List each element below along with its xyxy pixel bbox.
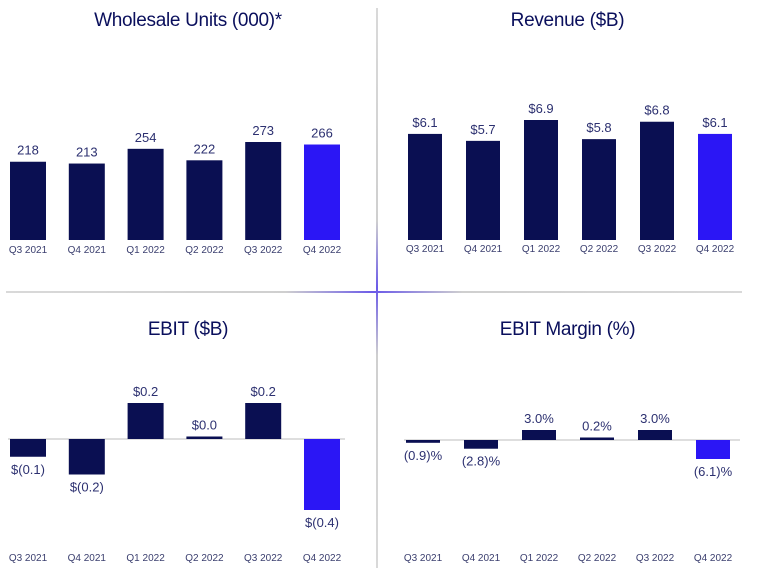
- tick-label: Q2 2022: [580, 244, 619, 255]
- revenue-title: Revenue ($B): [510, 10, 625, 31]
- tick-label: Q4 2022: [694, 553, 733, 564]
- ebit-title: EBIT ($B): [147, 319, 229, 340]
- value-label: 273: [252, 123, 274, 138]
- bar-q3-2022: [638, 430, 672, 440]
- bar-q2-2022: [582, 139, 616, 240]
- bar-q3-2021: [408, 133, 442, 240]
- value-label: 0.2%: [582, 419, 612, 434]
- tick-label: Q4 2021: [68, 245, 107, 256]
- bar-q3-2021: [406, 440, 440, 443]
- value-label: 266: [311, 126, 333, 141]
- value-label: $6.8: [644, 103, 669, 118]
- bar-q2-2022: [580, 437, 614, 440]
- vertical-divider: [376, 8, 378, 568]
- tick-label: Q1 2022: [520, 553, 559, 564]
- bar-q4-2022: [304, 439, 340, 510]
- value-label: $0.0: [192, 418, 217, 433]
- revenue-chart: $6.1 Q3 2021 $5.7 Q4 2021 $6.9 Q1 2022 $5.8 Q2 …: [406, 101, 735, 255]
- tick-label: Q2 2022: [185, 245, 224, 256]
- value-label: 222: [194, 141, 216, 156]
- value-label: (0.9)%: [404, 448, 443, 463]
- bar-q1-2022: [524, 120, 558, 240]
- tick-label: Q3 2022: [636, 553, 675, 564]
- bar-q4-2022: [696, 440, 730, 459]
- tick-label: Q4 2021: [68, 553, 107, 564]
- bar-q4-2021: [68, 439, 105, 475]
- wholesale-units-panel: Wholesale Units (000)* 218 Q3 2021 213 Q4 2…: [0, 0, 376, 291]
- tick-label: Q1 2022: [126, 553, 165, 564]
- value-label: $5.8: [586, 120, 611, 135]
- bar-q3-2021: [10, 161, 46, 240]
- ebit-chart: $(0.1) Q3 2021 $(0.2) Q4 2021 $0.2 Q1 2022 $0.…: [8, 384, 345, 564]
- value-label: $(0.2): [70, 480, 104, 495]
- value-label: (2.8)%: [462, 454, 501, 469]
- bar-q1-2022: [522, 430, 556, 440]
- tick-label: Q3 2021: [9, 245, 48, 256]
- tick-label: Q4 2022: [303, 245, 342, 256]
- tick-label: Q4 2021: [464, 244, 503, 255]
- value-label: $(0.4): [305, 515, 339, 530]
- tick-label: Q3 2022: [244, 245, 283, 256]
- tick-label: Q3 2022: [244, 553, 283, 564]
- value-label: 3.0%: [524, 411, 554, 426]
- ebit-margin-panel: EBIT Margin (%) (0.9)% Q3 2021 (2.8)% Q4 20…: [378, 293, 757, 576]
- revenue-panel: Revenue ($B) $6.1 Q3 2021 $5.7 Q4 2021 $6.9 Q…: [378, 0, 757, 291]
- value-label: 254: [135, 130, 157, 145]
- tick-label: Q3 2022: [638, 244, 677, 255]
- wholesale-units-chart: 218 Q3 2021 213 Q4 2021 254 Q1 2022 222 Q2 2022…: [9, 123, 342, 256]
- value-label: $0.2: [251, 384, 276, 399]
- wholesale-units-title: Wholesale Units (000)*: [94, 10, 282, 31]
- tick-label: Q4 2022: [303, 553, 342, 564]
- bar-q1-2022: [127, 148, 164, 240]
- value-label: $6.1: [412, 115, 437, 130]
- value-label: $5.7: [470, 122, 495, 137]
- tick-label: Q1 2022: [522, 244, 561, 255]
- bar-q4-2021: [466, 140, 500, 240]
- tick-label: Q3 2021: [9, 553, 48, 564]
- bar-q4-2021: [464, 440, 498, 449]
- bar-q4-2021: [68, 163, 105, 240]
- tick-label: Q4 2022: [696, 244, 735, 255]
- value-label: $(0.1): [11, 462, 45, 477]
- bar-q4-2022: [304, 144, 340, 240]
- ebit-margin-chart: (0.9)% Q3 2021 (2.8)% Q4 2021 3.0% Q1 2022 0.2…: [404, 411, 740, 564]
- bar-q2-2022: [186, 160, 223, 240]
- ebit-margin-title: EBIT Margin (%): [499, 319, 636, 340]
- value-label: $6.1: [702, 115, 727, 130]
- bar-q2-2022: [186, 436, 223, 439]
- tick-label: Q4 2021: [462, 553, 501, 564]
- tick-label: Q2 2022: [185, 553, 224, 564]
- bar-q3-2022: [640, 121, 674, 240]
- bar-q1-2022: [127, 403, 164, 439]
- bar-q3-2022: [245, 142, 282, 240]
- tick-label: Q1 2022: [126, 245, 165, 256]
- horizontal-divider: [6, 291, 742, 293]
- bar-q4-2022: [698, 133, 732, 240]
- value-label: 218: [17, 143, 39, 158]
- tick-label: Q3 2021: [404, 553, 443, 564]
- tick-label: Q2 2022: [578, 553, 617, 564]
- value-label: 3.0%: [640, 411, 670, 426]
- value-label: $0.2: [133, 384, 158, 399]
- bar-q3-2022: [245, 403, 282, 439]
- ebit-panel: EBIT ($B) $(0.1) Q3 2021 $(0.2) Q4 2021 $0.2…: [0, 293, 376, 576]
- value-label: (6.1)%: [694, 464, 733, 479]
- bar-q3-2021: [10, 439, 46, 457]
- value-label: $6.9: [528, 101, 553, 116]
- value-label: 213: [76, 145, 98, 160]
- tick-label: Q3 2021: [406, 244, 445, 255]
